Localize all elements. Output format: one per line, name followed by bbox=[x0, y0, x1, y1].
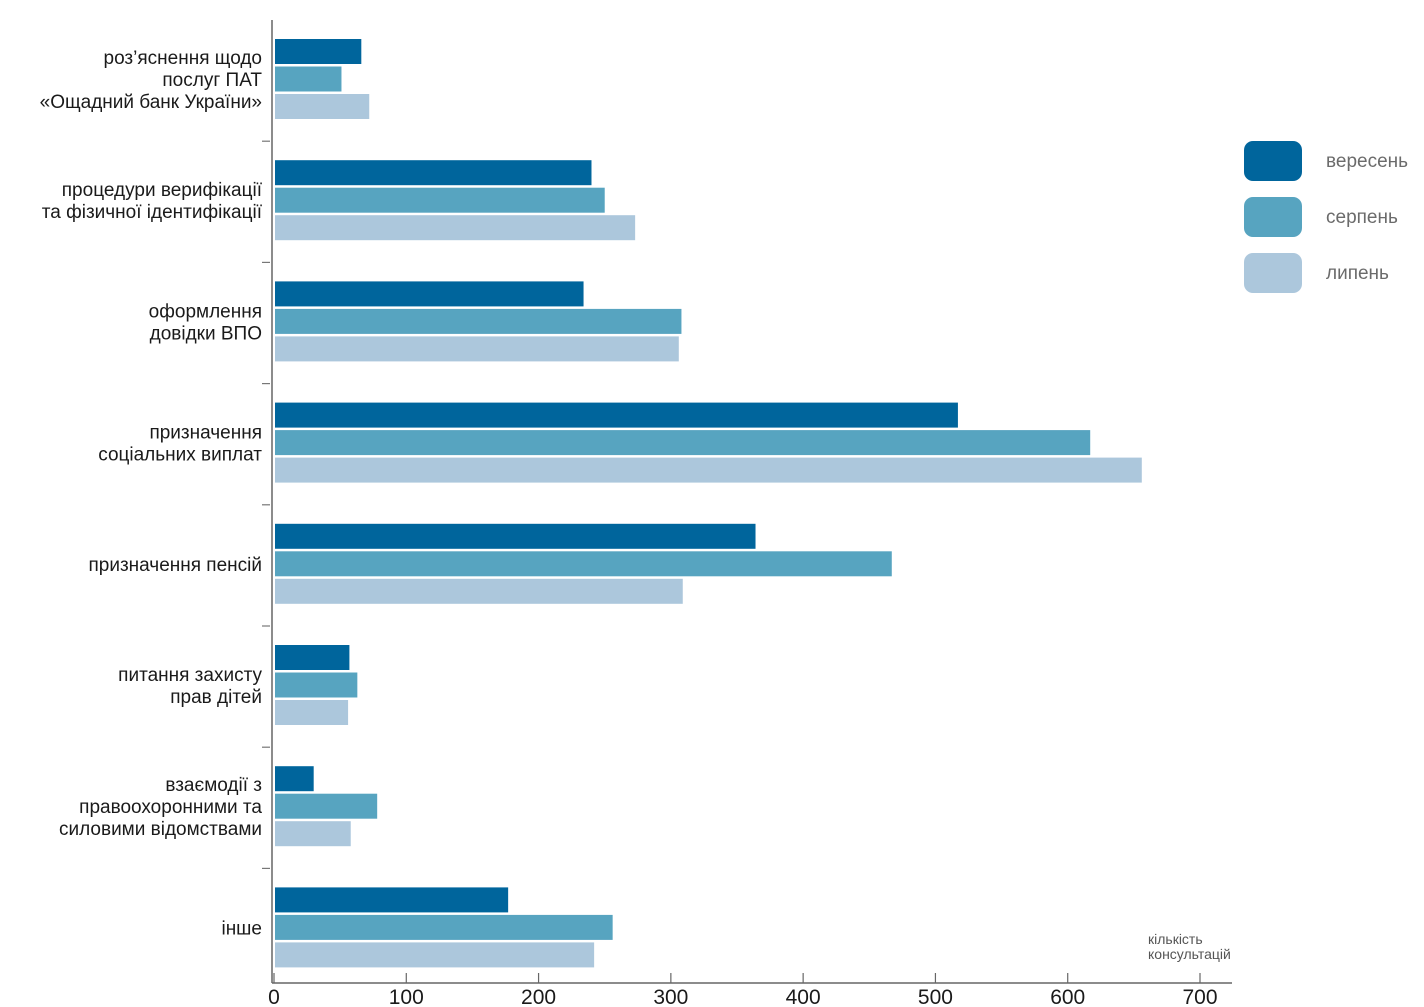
x-tick-label: 600 bbox=[1050, 986, 1085, 1007]
category-label-line: питання захисту bbox=[118, 665, 262, 686]
bar bbox=[275, 821, 351, 847]
x-tick-label: 100 bbox=[389, 986, 424, 1007]
x-axis-title: кількість консультацій bbox=[1148, 931, 1231, 962]
bar bbox=[275, 914, 613, 940]
x-tick-label: 500 bbox=[918, 986, 953, 1007]
category-label: питання захисту прав дітей bbox=[118, 665, 262, 708]
bar bbox=[275, 766, 314, 792]
category-label-line: роз’яснення щодо bbox=[104, 48, 262, 69]
category-label-line: послуг ПАТ bbox=[162, 70, 262, 91]
category-label-line: інше bbox=[221, 918, 262, 939]
bar bbox=[275, 187, 605, 213]
bar bbox=[275, 308, 682, 334]
bar bbox=[275, 160, 592, 186]
bar bbox=[275, 457, 1142, 483]
bar bbox=[275, 402, 958, 428]
bar bbox=[275, 281, 584, 307]
category-label: взаємодії з правоохоронними та силовими ві… bbox=[59, 775, 262, 840]
x-axis-title-line: кількість bbox=[1148, 931, 1203, 947]
bar bbox=[275, 551, 892, 577]
legend-swatch bbox=[1244, 197, 1302, 237]
category-labels: роз’яснення щодо послуг ПАТ «Ощадний банк … bbox=[40, 48, 263, 939]
category-label-line: прав дітей bbox=[170, 687, 262, 708]
x-tick-label: 300 bbox=[653, 986, 688, 1007]
x-tick-label: 200 bbox=[521, 986, 556, 1007]
x-axis-label: кількість консультацій bbox=[1148, 931, 1231, 962]
bar bbox=[275, 793, 378, 819]
category-label-line: «Ощадний банк України» bbox=[40, 92, 262, 113]
bar bbox=[275, 700, 349, 725]
category-label-line: соціальних виплат bbox=[98, 445, 262, 466]
bar bbox=[275, 672, 358, 698]
category-label: оформлення довідки ВПО bbox=[149, 301, 262, 344]
category-label-line: правоохоронними та bbox=[79, 797, 262, 818]
bar bbox=[275, 215, 636, 241]
bar bbox=[275, 523, 756, 549]
category-label: процедури верифікації та фізичної ідентиф… bbox=[42, 180, 263, 223]
x-axis-title-line: консультацій bbox=[1148, 946, 1231, 962]
category-label-line: процедури верифікації bbox=[62, 180, 263, 201]
category-label-line: взаємодії з bbox=[165, 775, 262, 796]
bar bbox=[275, 942, 595, 968]
legend-swatch bbox=[1244, 253, 1302, 293]
category-label-line: оформлення bbox=[149, 301, 262, 322]
bar bbox=[275, 645, 350, 670]
bar bbox=[275, 430, 1091, 456]
category-label: призначення пенсій bbox=[88, 555, 262, 576]
category-label: інше bbox=[221, 918, 262, 939]
x-tick-labels: 0 100 200 300 400 500 600 700 bbox=[268, 986, 1217, 1007]
category-label-line: довідки ВПО bbox=[150, 323, 262, 344]
category-label-line: призначення пенсій bbox=[88, 555, 262, 576]
category-label-line: призначення bbox=[149, 423, 262, 444]
category-label-line: та фізичної ідентифікації bbox=[42, 202, 263, 223]
legend-label: вересень bbox=[1326, 151, 1408, 172]
x-tick-label: 0 bbox=[268, 986, 280, 1007]
x-tick-label: 700 bbox=[1182, 986, 1217, 1007]
axes-group bbox=[262, 20, 1232, 984]
legend-swatch bbox=[1244, 141, 1302, 181]
category-label: роз’яснення щодо послуг ПАТ «Ощадний банк … bbox=[40, 48, 263, 113]
category-label-line: силовими відомствами bbox=[59, 819, 262, 840]
x-tick-label: 400 bbox=[786, 986, 821, 1007]
bar bbox=[275, 887, 509, 913]
bar bbox=[275, 39, 362, 64]
legend: вересень серпень липень bbox=[1244, 141, 1408, 293]
bar bbox=[275, 578, 683, 604]
legend-label: серпень bbox=[1326, 207, 1398, 228]
bar bbox=[275, 66, 342, 92]
bars-group bbox=[275, 39, 1142, 968]
bar bbox=[275, 336, 679, 362]
bar bbox=[275, 94, 370, 119]
category-label: призначення соціальних виплат bbox=[98, 423, 262, 466]
legend-label: липень bbox=[1326, 263, 1389, 284]
